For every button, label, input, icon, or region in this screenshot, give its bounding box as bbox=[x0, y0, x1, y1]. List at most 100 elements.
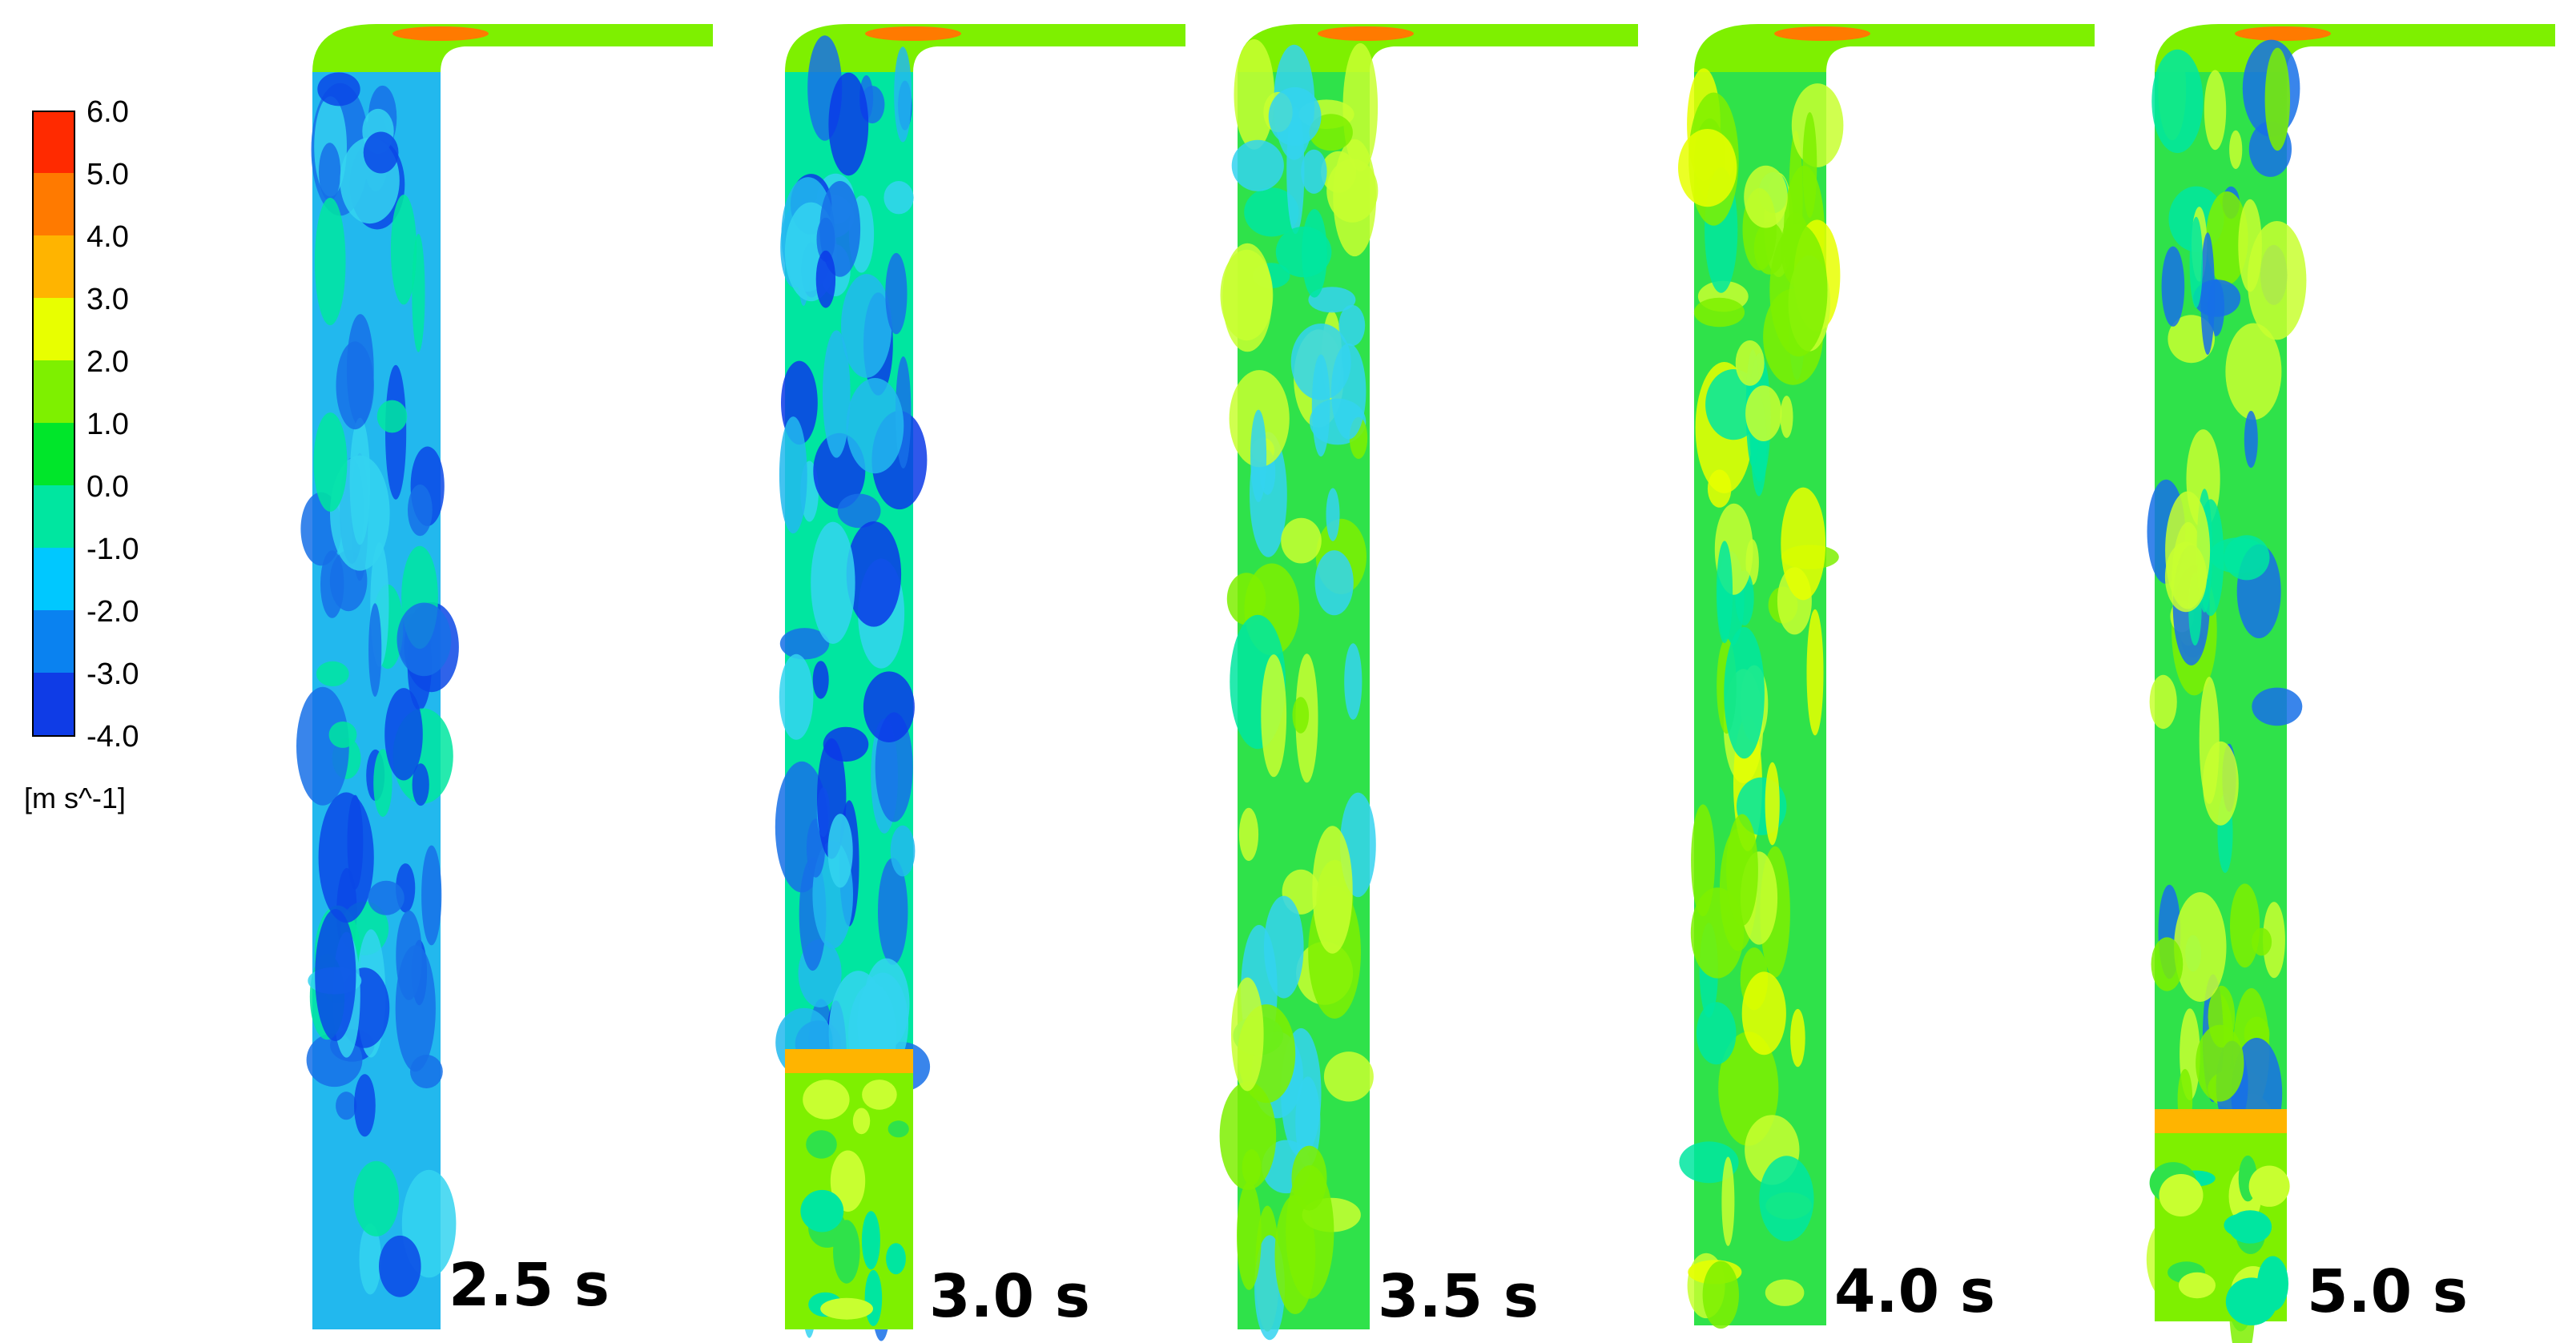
contour-blob bbox=[1238, 807, 1259, 861]
contour-blob bbox=[2229, 130, 2243, 169]
contour-blob bbox=[317, 72, 360, 107]
colorbar-swatch-0 bbox=[32, 111, 75, 173]
contour-blob bbox=[1806, 609, 1824, 736]
contour-blob bbox=[319, 143, 341, 201]
contour-blob bbox=[395, 945, 436, 1072]
contour-blob bbox=[2263, 902, 2285, 979]
contour-blob bbox=[2151, 49, 2204, 154]
contour-blob bbox=[883, 181, 914, 215]
contour-blob bbox=[1302, 209, 1327, 298]
contour-blob bbox=[315, 909, 356, 1042]
outlet-bend bbox=[2155, 24, 2555, 72]
contour-blob bbox=[1790, 1008, 1805, 1068]
contour-blob bbox=[864, 1269, 883, 1326]
contour-blob bbox=[1250, 409, 1267, 502]
contour-blob bbox=[820, 1297, 873, 1320]
contour-blob bbox=[1342, 42, 1379, 171]
contour-blob bbox=[803, 1080, 850, 1120]
contour-blob bbox=[890, 825, 916, 877]
contour-panel-5 bbox=[2146, 24, 2555, 1343]
contour-blob bbox=[886, 1243, 906, 1275]
contour-blob bbox=[2225, 323, 2282, 420]
contour-blob bbox=[846, 377, 904, 474]
contour-blob bbox=[800, 1189, 844, 1232]
contour-blob bbox=[1292, 697, 1310, 734]
colorbar-swatch-1 bbox=[32, 173, 75, 235]
contour-blob bbox=[1231, 139, 1284, 191]
contour-blob bbox=[1281, 517, 1322, 564]
contour-blob bbox=[313, 412, 348, 512]
contour-blob bbox=[2151, 937, 2184, 991]
outlet-hotspot bbox=[2235, 26, 2331, 41]
contour-blob bbox=[2230, 883, 2260, 968]
contour-blob bbox=[1231, 977, 1264, 1092]
colorbar-tick: -3.0 bbox=[87, 657, 139, 691]
contour-blob bbox=[823, 330, 851, 458]
contour-blob bbox=[347, 794, 364, 890]
colorbar-tick: -2.0 bbox=[87, 595, 139, 629]
contour-blob bbox=[1338, 304, 1366, 347]
colorbar-tick: 1.0 bbox=[87, 408, 129, 441]
contour-panel-4 bbox=[1678, 24, 2095, 1329]
colorbar-tick: -4.0 bbox=[87, 720, 139, 754]
contour-blob bbox=[408, 485, 433, 537]
colorbar-swatch-5 bbox=[32, 423, 75, 485]
contour-blob bbox=[894, 46, 912, 143]
contour-blob bbox=[2179, 1272, 2216, 1299]
contour-blob bbox=[1237, 1181, 1262, 1290]
colorbar-tick: 5.0 bbox=[87, 158, 129, 191]
contour-blob bbox=[368, 603, 382, 697]
contour-blob bbox=[841, 274, 892, 378]
contour-blob bbox=[2247, 221, 2307, 340]
contour-blob bbox=[1312, 826, 1353, 954]
contour-blob bbox=[1802, 112, 1817, 219]
contour-blob bbox=[1741, 971, 1786, 1056]
contour-blob bbox=[779, 653, 814, 740]
contour-blob bbox=[779, 416, 807, 534]
contour-blob bbox=[363, 131, 399, 174]
contour-blob bbox=[421, 845, 442, 946]
contour-blob bbox=[1693, 297, 1745, 328]
contour-blob bbox=[296, 686, 349, 806]
colorbar-tick: 3.0 bbox=[87, 283, 129, 316]
contour-blob bbox=[359, 1223, 381, 1295]
contour-blob bbox=[390, 195, 417, 305]
contour-blob bbox=[1268, 86, 1322, 147]
colorbar-swatch-4 bbox=[32, 360, 75, 423]
colorbar-tick: 4.0 bbox=[87, 220, 129, 254]
contour-blob bbox=[1220, 249, 1274, 341]
contour-blob bbox=[828, 72, 869, 176]
contour-blob bbox=[885, 252, 908, 335]
contour-blob bbox=[2159, 1174, 2204, 1216]
front-band bbox=[2155, 1109, 2287, 1133]
contour-blob bbox=[2199, 677, 2220, 804]
contour-blob bbox=[1331, 343, 1366, 440]
contour-blob bbox=[373, 749, 392, 817]
colorbar-swatch-8 bbox=[32, 610, 75, 673]
contour-blob bbox=[1244, 187, 1299, 237]
contour-blob bbox=[314, 197, 346, 326]
contour-blob bbox=[861, 1211, 880, 1270]
contour-blob bbox=[779, 628, 830, 660]
contour-blob bbox=[806, 1130, 837, 1159]
contour-blob bbox=[2161, 246, 2185, 327]
contour-blob bbox=[1707, 469, 1732, 508]
contour-blob bbox=[2206, 191, 2248, 285]
contour-panel-1 bbox=[296, 24, 713, 1329]
contour-blob bbox=[2244, 411, 2258, 468]
contour-blob bbox=[878, 858, 908, 965]
contour-blob bbox=[396, 602, 452, 677]
contour-blob bbox=[2248, 1165, 2290, 1207]
outlet-hotspot bbox=[1774, 26, 1870, 41]
time-label-panel-3: 3.5 s bbox=[1378, 1262, 1539, 1331]
contour-blob bbox=[1759, 1156, 1814, 1242]
contour-blob bbox=[1678, 129, 1737, 207]
contour-panel-2 bbox=[775, 24, 1185, 1341]
colorbar-tick: 0.0 bbox=[87, 470, 129, 504]
contour-blob bbox=[368, 880, 405, 915]
colorbar-tick: 6.0 bbox=[87, 95, 129, 129]
colorbar-swatch-9 bbox=[32, 673, 75, 735]
contour-blob bbox=[1261, 654, 1287, 778]
contour-blob bbox=[1264, 895, 1304, 999]
